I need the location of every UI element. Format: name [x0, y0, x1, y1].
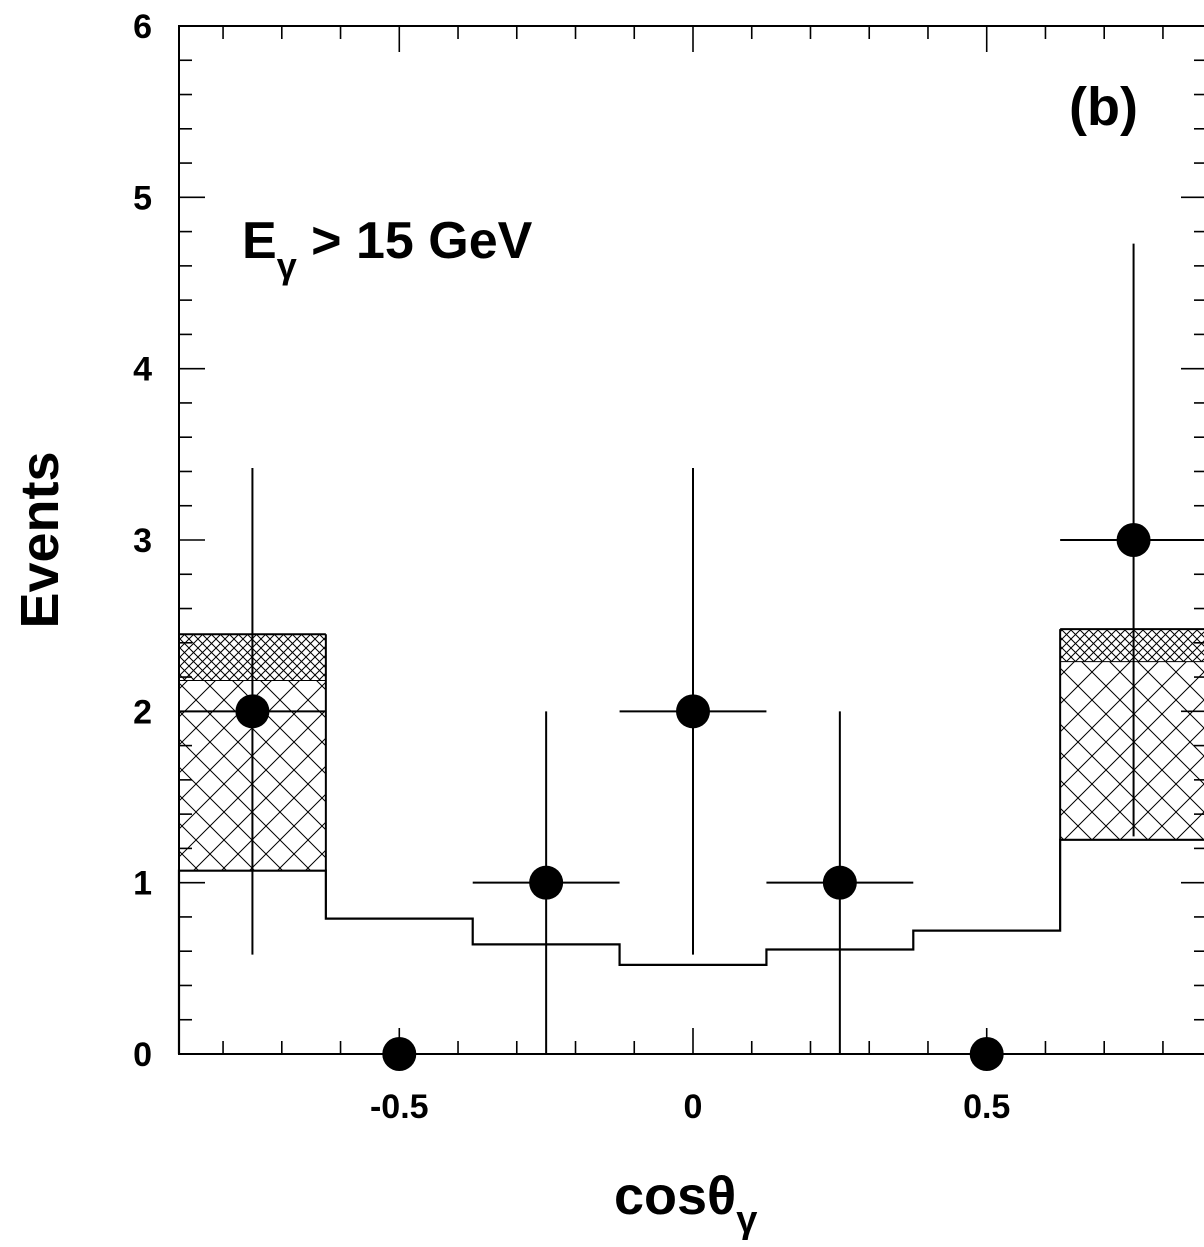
- energy-cut-rest: > 15 GeV: [297, 212, 533, 270]
- marker-3: [676, 694, 710, 729]
- background-histogram-line: [177, 838, 1204, 1054]
- hatched-band-wide-1: [1060, 661, 1204, 840]
- marker-4: [822, 865, 857, 900]
- y-tick-labels: 0 1 2 3 4 5 6: [133, 8, 152, 1074]
- data-point-4: [766, 711, 914, 1054]
- x-tick-label-0: -0.5: [370, 1088, 429, 1126]
- hatched-bands: [178, 628, 1204, 871]
- energy-cut-annotation: Eγ > 15 GeV: [242, 212, 533, 286]
- data-point-3: [619, 468, 767, 955]
- energy-cut-subscript: γ: [277, 245, 297, 286]
- background-histogram: [177, 838, 1204, 1054]
- x-axis-title-subscript: γ: [736, 1199, 757, 1241]
- panel-label: (b): [1069, 77, 1138, 137]
- x-tick-label-1: 0: [684, 1088, 703, 1126]
- y-axis-title: Events: [10, 451, 70, 628]
- y-tick-label-3: 3: [133, 522, 152, 560]
- y-tick-label-2: 2: [133, 693, 152, 731]
- y-tick-label-6: 6: [133, 8, 152, 46]
- axis-ticks: [179, 25, 1204, 1055]
- energy-cut-main: E: [242, 212, 277, 270]
- x-axis-title-main: cosθ: [614, 1166, 736, 1226]
- y-tick-label-5: 5: [133, 179, 152, 217]
- marker-2: [529, 865, 564, 900]
- y-tick-label-1: 1: [133, 865, 152, 903]
- y-tick-label-4: 4: [133, 351, 152, 389]
- plot-frame: [178, 25, 1204, 1055]
- marker-0: [235, 694, 270, 729]
- x-tick-labels: -0.5 0 0.5: [370, 1088, 1010, 1126]
- x-tick-label-2: 0.5: [963, 1088, 1010, 1126]
- y-tick-label-0: 0: [133, 1036, 152, 1074]
- hatched-band-fine-1: [1060, 629, 1204, 662]
- x-axis-title: cosθγ: [614, 1166, 757, 1241]
- marker-6: [1116, 523, 1151, 557]
- data-point-2: [472, 711, 620, 1054]
- data-points: [179, 243, 1204, 1071]
